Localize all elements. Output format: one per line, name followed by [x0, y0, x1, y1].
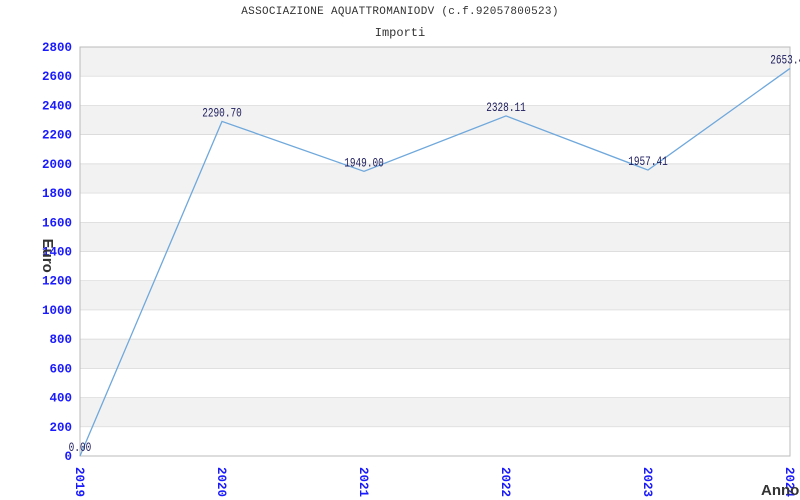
svg-text:2600: 2600 [42, 70, 72, 84]
svg-text:400: 400 [49, 392, 72, 406]
svg-text:2653.41: 2653.41 [770, 54, 800, 68]
svg-text:2020: 2020 [214, 467, 228, 497]
svg-text:1200: 1200 [42, 275, 72, 289]
svg-text:2800: 2800 [42, 41, 72, 55]
svg-text:Anno: Anno [761, 482, 799, 499]
svg-text:1957.41: 1957.41 [628, 156, 668, 170]
svg-text:800: 800 [49, 333, 72, 347]
svg-text:2019: 2019 [72, 467, 86, 497]
svg-text:0: 0 [64, 450, 72, 464]
svg-text:200: 200 [49, 421, 72, 435]
svg-text:1600: 1600 [42, 216, 72, 230]
svg-text:2022: 2022 [498, 467, 512, 497]
svg-text:2328.11: 2328.11 [486, 102, 526, 116]
svg-text:2023: 2023 [640, 467, 654, 497]
svg-text:1000: 1000 [42, 304, 72, 318]
svg-text:1949.00: 1949.00 [344, 157, 384, 171]
svg-text:2000: 2000 [42, 158, 72, 172]
svg-text:2400: 2400 [42, 99, 72, 113]
svg-text:2200: 2200 [42, 129, 72, 143]
svg-text:Euro: Euro [39, 239, 56, 273]
svg-text:1800: 1800 [42, 187, 72, 201]
svg-text:2021: 2021 [356, 467, 370, 497]
svg-text:600: 600 [49, 362, 72, 376]
svg-text:2290.70: 2290.70 [202, 107, 242, 121]
svg-text:0.00: 0.00 [69, 442, 92, 456]
